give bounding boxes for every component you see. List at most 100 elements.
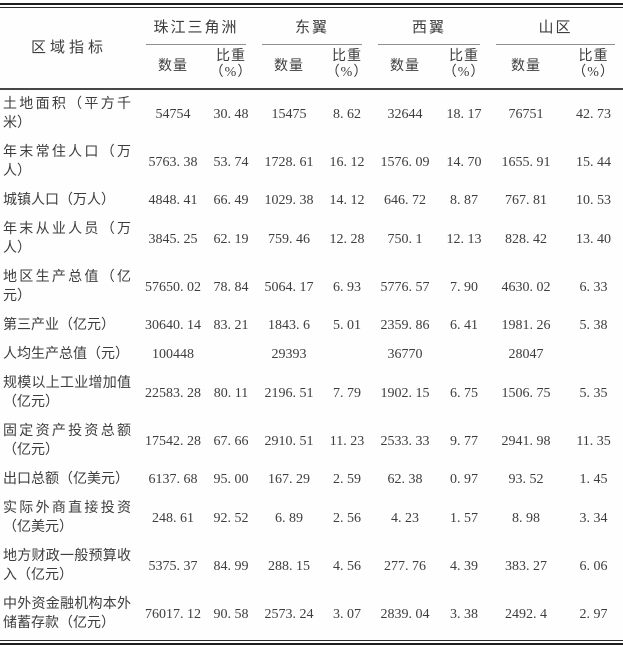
share-value-cell: 9. 77	[450, 433, 479, 449]
row-label: 土地面积（平方千米）	[3, 97, 131, 131]
share-value-cell	[564, 340, 623, 369]
quantity-subheader: 数量	[254, 46, 325, 90]
table-body: 土地面积（平方千米） 54754 30. 48 15475 8. 62 32644 18. …	[0, 89, 623, 638]
table-row: 城镇人口（万人） 4848. 41 66. 49 1029. 38 14. 12 646.…	[0, 186, 623, 215]
row-label: 年末从业人员（万人）	[3, 222, 131, 256]
quantity-value-cell: 8. 98	[512, 510, 541, 526]
share-value-cell: 92. 52	[213, 510, 249, 526]
share-value-cell: 4. 39	[450, 558, 479, 574]
quantity-value-cell: 29393	[271, 347, 307, 362]
share-value-cell: 6. 41	[450, 318, 479, 333]
share-value-cell	[324, 340, 370, 369]
quantity-value-cell: 5776. 57	[380, 279, 430, 295]
quantity-value-cell: 767. 81	[505, 193, 548, 208]
share-value-cell: 6. 06	[579, 558, 608, 574]
quantity-value-cell: 32644	[387, 106, 423, 122]
share-subheader-line1: 比重	[332, 49, 363, 64]
share-value-cell	[440, 340, 488, 369]
share-value-cell: 14. 12	[329, 193, 365, 208]
share-subheader-line2: （%）	[572, 65, 615, 80]
share-value-cell: 3. 38	[450, 606, 479, 622]
share-value-cell: 84. 99	[213, 558, 249, 574]
share-value-cell: 8. 87	[450, 193, 479, 208]
quantity-subheader: 数量	[488, 46, 565, 90]
quantity-value-cell: 759. 46	[268, 231, 311, 247]
row-label: 地方财政一般预算收入（亿元）	[3, 549, 131, 583]
quantity-value-cell: 2196. 51	[264, 385, 314, 401]
share-value-cell: 30. 48	[213, 106, 249, 122]
share-subheader-line2: （%）	[442, 65, 486, 80]
table-row: 年末从业人员（万人） 3845. 25 62. 19 759. 46 12. 28 750…	[0, 215, 623, 263]
quantity-value-cell: 62. 38	[387, 472, 423, 487]
quantity-value-cell: 2910. 51	[264, 433, 314, 449]
share-value-cell: 12. 28	[329, 231, 365, 247]
share-subheader-line1: 比重	[578, 49, 609, 64]
share-value-cell: 5. 01	[333, 318, 362, 333]
share-subheader: 比重 （%）	[440, 46, 489, 90]
share-subheader-line2: （%）	[325, 65, 369, 80]
table-row: 实际外商直接投资（亿美元） 248. 61 92. 52 6. 89 2. 56 4. 2…	[0, 494, 623, 542]
quantity-value-cell: 2533. 33	[380, 433, 430, 449]
quantity-value-cell: 5064. 17	[264, 279, 314, 295]
group-header-pearl-river-delta: 珠江三角洲	[138, 9, 254, 46]
quantity-value-cell: 1981. 26	[501, 318, 551, 333]
quantity-value-cell: 248. 61	[152, 510, 194, 526]
share-value-cell: 62. 19	[213, 231, 249, 247]
share-value-cell: 5. 38	[579, 318, 608, 333]
table-top-double-rule	[0, 3, 623, 8]
share-subheader-line1: 比重	[216, 49, 246, 64]
quantity-value-cell: 5375. 37	[148, 558, 198, 574]
quantity-value-cell: 750. 1	[387, 231, 423, 247]
share-value-cell: 13. 40	[576, 231, 612, 247]
row-label: 年末常住人口（万人）	[3, 145, 131, 179]
share-value-cell: 18. 17	[446, 106, 482, 122]
share-value-cell: 78. 84	[213, 279, 249, 295]
share-subheader: 比重 （%）	[324, 46, 371, 90]
quantity-value-cell: 54754	[155, 106, 191, 122]
quantity-value-cell: 17542. 28	[145, 433, 201, 449]
table-row: 第三产业（亿元） 30640. 14 83. 21 1843. 6 5. 01 2359.…	[0, 311, 623, 340]
quantity-value-cell: 4. 23	[391, 510, 420, 526]
quantity-value-cell: 22583. 28	[145, 385, 201, 401]
share-value-cell: 11. 35	[576, 433, 611, 449]
quantity-value-cell: 1655. 91	[501, 154, 551, 170]
share-value-cell: 3. 34	[579, 510, 608, 526]
quantity-value-cell: 57650. 02	[145, 279, 201, 295]
quantity-value-cell: 3845. 25	[148, 231, 198, 247]
quantity-value-cell: 2941. 98	[501, 433, 551, 449]
group-header-mountain-area-label: 山区	[496, 16, 616, 45]
quantity-value-cell: 2492. 4	[505, 606, 548, 622]
quantity-value-cell: 4630. 02	[501, 279, 551, 295]
share-subheader: 比重 （%）	[564, 46, 623, 90]
share-subheader-line2: （%）	[209, 65, 253, 80]
share-value-cell: 16. 12	[329, 154, 365, 170]
share-value-cell: 10. 53	[576, 193, 612, 208]
share-value-cell: 14. 70	[446, 154, 482, 170]
top-rule-thick-line	[0, 3, 623, 5]
quantity-value-cell: 93. 52	[508, 472, 544, 487]
row-label: 固定资产投资总额（亿元）	[3, 424, 131, 458]
bottom-rule-thick-line	[0, 643, 623, 645]
share-value-cell: 2. 97	[579, 606, 608, 622]
share-value-cell: 0. 97	[450, 472, 479, 487]
row-label: 人均生产总值（元）	[3, 347, 129, 362]
share-subheader: 比重 （%）	[208, 46, 255, 90]
group-header-pearl-river-delta-label: 珠江三角洲	[146, 16, 247, 45]
row-label: 出口总额（亿美元）	[3, 472, 129, 487]
table-row: 出口总额（亿美元） 6137. 68 95. 00 167. 29 2. 59 62. 3…	[0, 465, 623, 494]
table-bottom-double-rule	[0, 640, 623, 645]
share-value-cell: 3. 07	[333, 606, 362, 622]
quantity-value-cell: 1728. 61	[264, 154, 314, 170]
share-value-cell: 6. 33	[579, 279, 608, 295]
share-value-cell: 15. 44	[576, 154, 612, 170]
group-header-east-wing: 东翼	[254, 9, 370, 46]
quantity-subheader: 数量	[138, 46, 208, 90]
share-value-cell: 5. 35	[579, 385, 608, 401]
row-label: 地区生产总值（亿元）	[3, 270, 131, 304]
regional-indicators-table: 区域指标 珠江三角洲 东翼 西翼 山区 数量 比重 （%）	[0, 9, 623, 638]
table-row: 人均生产总值（元） 100448 29393 36770 28047	[0, 340, 623, 369]
share-value-cell: 7. 90	[450, 279, 479, 295]
quantity-value-cell: 28047	[508, 347, 544, 362]
quantity-value-cell: 1902. 15	[380, 385, 430, 401]
row-label: 中外资金融机构本外储蓄存款（亿元）	[3, 597, 131, 631]
